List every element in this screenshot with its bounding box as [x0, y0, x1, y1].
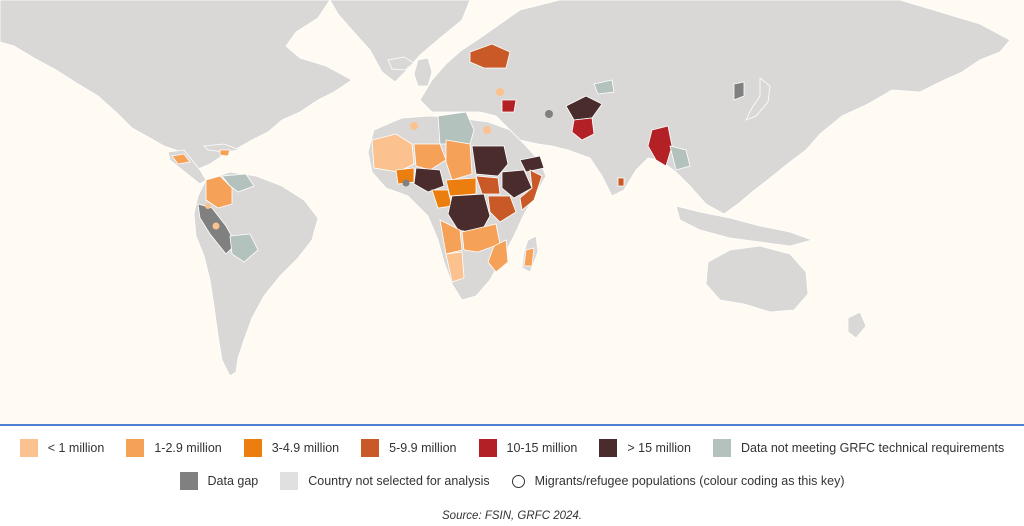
refugee-circle-algeria [410, 122, 418, 130]
legend-row-1: < 1 million 1-2.9 million 3-4.9 million … [0, 439, 1024, 457]
legend-item-gt15m: > 15 million [599, 439, 691, 457]
legend-item-5-9.9m: 5-9.9 million [361, 439, 457, 457]
guatemala-honduras [171, 153, 191, 165]
legend-item-migrants: Migrants/refugee populations (colour cod… [511, 474, 845, 488]
legend-label: Data not meeting GRFC technical requirem… [740, 441, 1005, 455]
kenya-uganda [487, 195, 517, 223]
legend-row-2: Data gap Country not selected for analys… [0, 472, 1024, 490]
legend-swatch [243, 439, 262, 457]
haiti [219, 149, 231, 157]
legend-label: 1-2.9 million [154, 441, 222, 455]
eurasia [419, 0, 1011, 215]
refugee-circle-egypt [483, 126, 491, 134]
chad [445, 139, 473, 181]
ukraine [469, 43, 511, 69]
legend-swatch [179, 472, 198, 490]
afghanistan [565, 95, 603, 121]
refugee-circle-colombia [205, 203, 211, 209]
legend-item-lt1m: < 1 million [19, 439, 105, 457]
legend-swatch [280, 472, 299, 490]
legend-swatch [361, 439, 380, 457]
legend-item-3-4.9m: 3-4.9 million [243, 439, 340, 457]
angola [439, 219, 463, 255]
legend-label: 3-4.9 million [271, 441, 340, 455]
pakistan [571, 117, 595, 141]
japan [745, 77, 771, 121]
laos-cambodia [669, 145, 691, 171]
legend-swatch [712, 439, 731, 457]
colombia [205, 175, 233, 209]
legend-item-data-gap: Data gap [179, 472, 259, 490]
tajik-kyrgyz [593, 79, 615, 95]
legend-swatch [478, 439, 497, 457]
legend-label: Data gap [207, 474, 259, 488]
source-note: Source: FSIN, GRFC 2024. [442, 510, 582, 522]
cuba [203, 143, 241, 153]
refugee-circle-turkey [496, 88, 504, 96]
uk [413, 57, 433, 87]
circle-outline-icon [511, 474, 525, 488]
mauritania-mali [371, 133, 415, 173]
legend-item-data-not-meeting: Data not meeting GRFC technical requirem… [712, 439, 1005, 457]
world-map-svg [0, 0, 1011, 377]
tanzania-zambia [461, 223, 501, 253]
venezuela [221, 173, 255, 193]
australia [705, 245, 809, 313]
sri-lanka [617, 177, 625, 187]
legend-item-10-15m: 10-15 million [478, 439, 578, 457]
south-america [193, 171, 319, 377]
namibia [445, 251, 465, 283]
legend-item-not-selected: Country not selected for analysis [280, 472, 490, 490]
legend-label: < 1 million [47, 441, 105, 455]
legend-item-1-2.9m: 1-2.9 million [126, 439, 222, 457]
new-zealand [847, 311, 867, 339]
mozambique [487, 239, 509, 273]
bolivia [229, 233, 259, 263]
legend-swatch [126, 439, 145, 457]
legend-label: 5-9.9 million [389, 441, 457, 455]
refugee-circle-west-africa [402, 179, 410, 187]
indonesia [675, 205, 814, 247]
ethiopia [501, 169, 533, 199]
legend-label: > 15 million [627, 441, 691, 455]
legend-label: 10-15 million [506, 441, 578, 455]
legend: < 1 million 1-2.9 million 3-4.9 million … [0, 426, 1024, 526]
yemen [519, 155, 545, 173]
legend-swatch [599, 439, 618, 457]
car [445, 177, 477, 197]
legend-label: Migrants/refugee populations (colour cod… [534, 474, 845, 488]
refugee-circle-iran [545, 110, 553, 118]
south-sudan [475, 175, 501, 195]
syria [501, 99, 517, 113]
madagascar-hl [523, 247, 535, 267]
world-map [0, 0, 1011, 377]
libya [437, 111, 475, 145]
burkina [395, 167, 415, 185]
greenland [329, 0, 471, 83]
north-korea [733, 81, 745, 101]
legend-swatch [19, 439, 38, 457]
iceland [387, 56, 415, 71]
niger [413, 143, 447, 171]
legend-divider [0, 424, 1024, 426]
north-america [0, 0, 353, 171]
somalia [519, 169, 543, 211]
refugee-circle-ecuador [212, 222, 220, 230]
sudan [471, 145, 509, 177]
legend-label: Country not selected for analysis [308, 474, 490, 488]
myanmar [647, 125, 673, 167]
